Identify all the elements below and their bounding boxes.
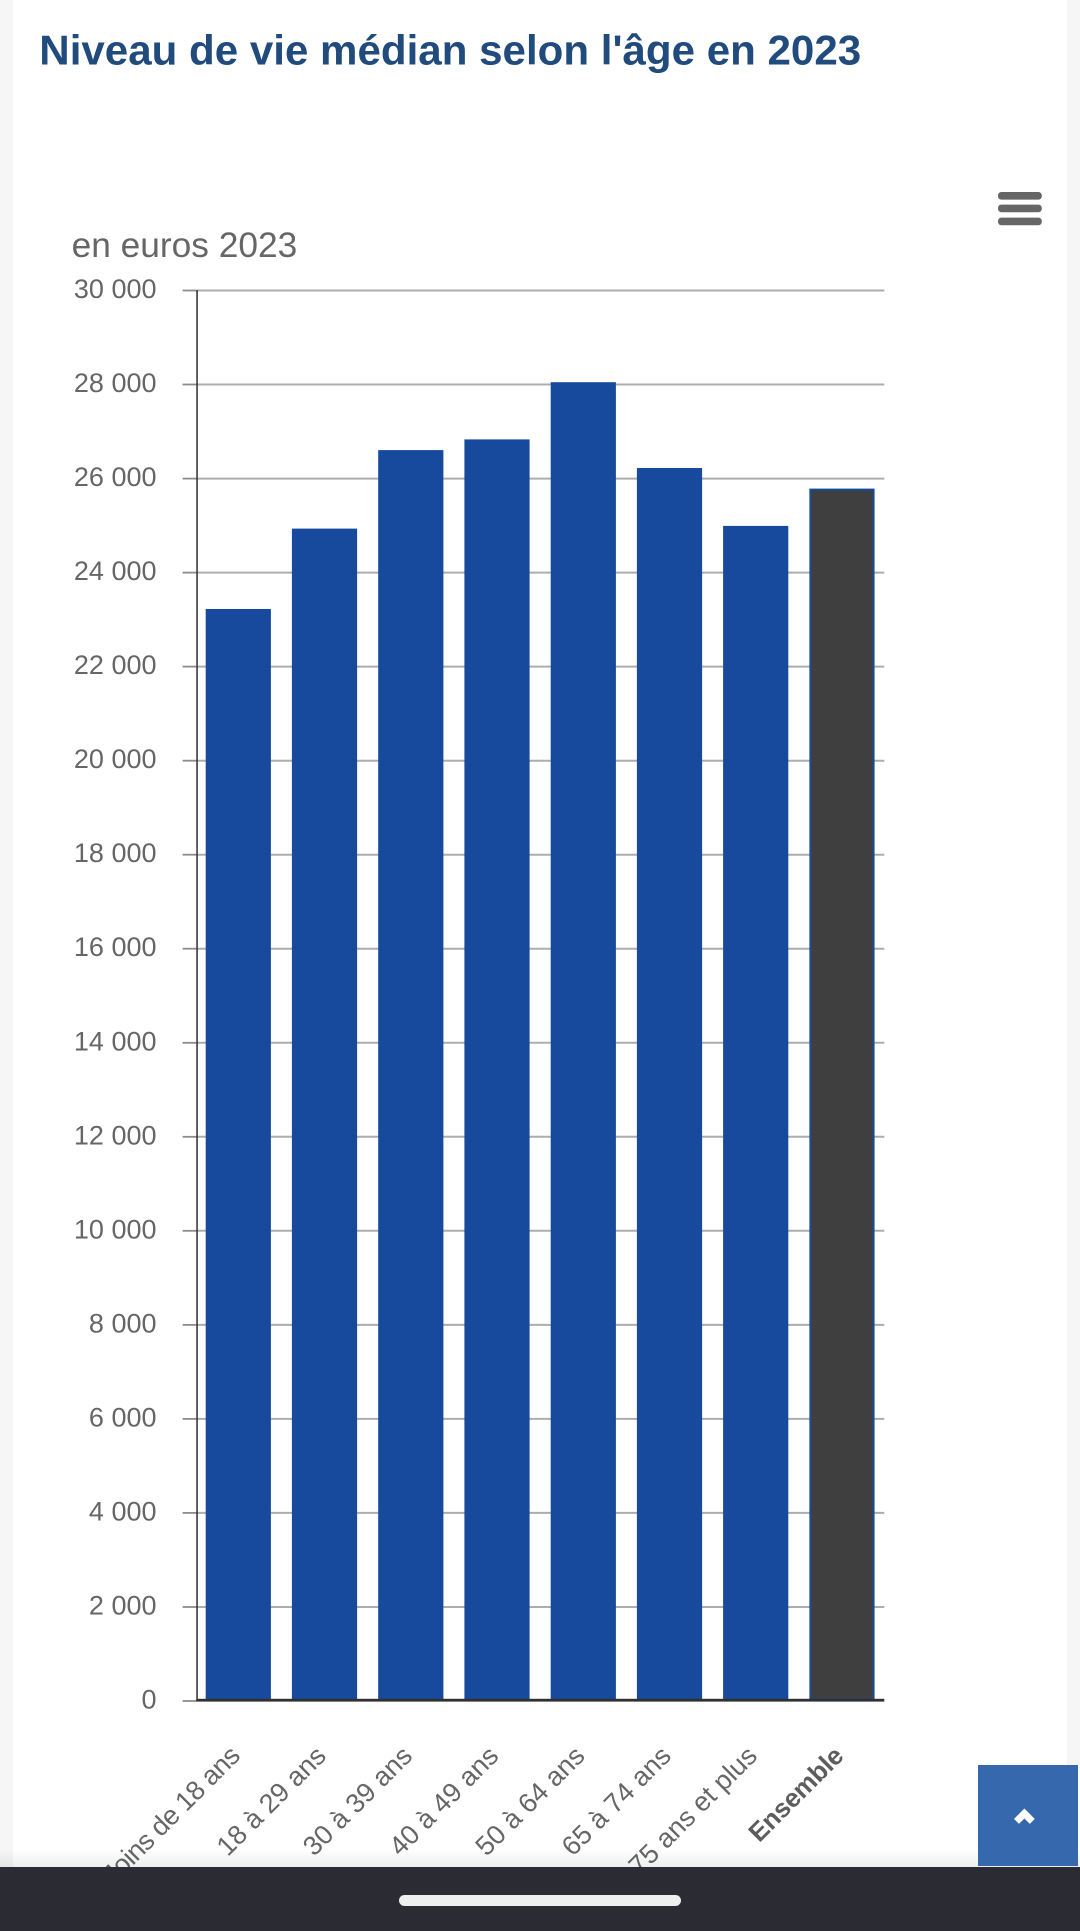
- svg-text:12 000: 12 000: [74, 1120, 157, 1150]
- svg-text:30 000: 30 000: [74, 274, 157, 304]
- svg-text:18 000: 18 000: [74, 838, 157, 868]
- svg-text:2 000: 2 000: [89, 1591, 157, 1621]
- svg-text:16 000: 16 000: [74, 932, 157, 962]
- svg-text:0: 0: [141, 1685, 156, 1715]
- svg-text:14 000: 14 000: [74, 1026, 157, 1056]
- svg-text:28 000: 28 000: [74, 368, 157, 398]
- svg-text:Ensemble: Ensemble: [742, 1741, 849, 1848]
- svg-text:4 000: 4 000: [89, 1496, 157, 1526]
- svg-text:en euros 2023: en euros 2023: [72, 226, 298, 265]
- svg-text:22 000: 22 000: [74, 650, 157, 680]
- svg-text:10 000: 10 000: [74, 1214, 157, 1244]
- svg-text:Niveau de vie médian selon l'â: Niveau de vie médian selon l'âge en 2023: [39, 27, 861, 74]
- svg-text:20 000: 20 000: [74, 744, 157, 774]
- svg-text:26 000: 26 000: [74, 462, 157, 492]
- svg-text:8 000: 8 000: [89, 1308, 157, 1338]
- svg-text:6 000: 6 000: [89, 1402, 157, 1432]
- svg-text:24 000: 24 000: [74, 556, 157, 586]
